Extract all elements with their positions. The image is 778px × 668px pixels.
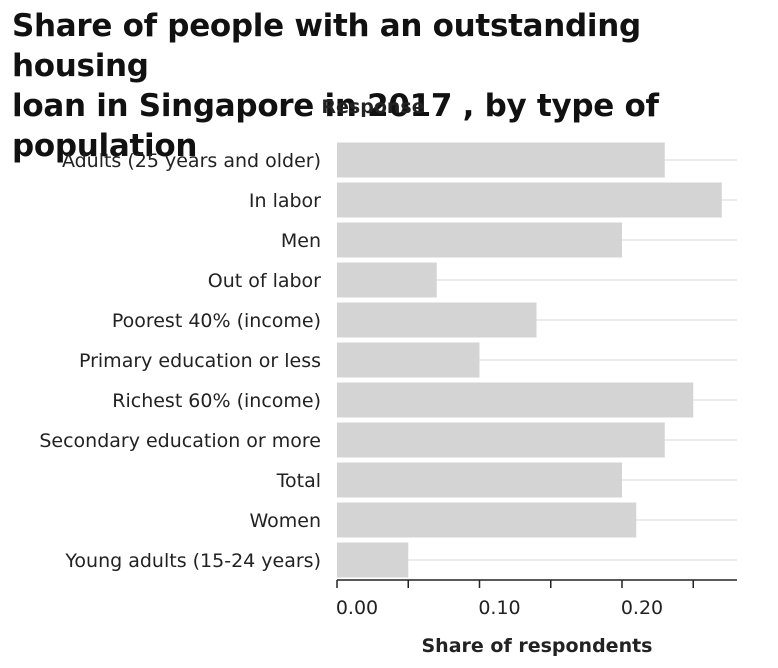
category-label: Total [276, 470, 321, 492]
category-label: Adults (25 years and older) [62, 150, 321, 172]
category-label: Secondary education or more [39, 430, 321, 452]
x-axis-ticks: 0.00 0.10 0.20 [336, 580, 694, 619]
bar-0 [337, 142, 665, 178]
x-tick-label: 0.00 [336, 597, 378, 619]
bar-10 [337, 542, 409, 578]
category-label: Primary education or less [79, 350, 321, 372]
bars [337, 142, 722, 578]
category-label: Women [249, 510, 321, 532]
chart-title-line-2: loan in Singapore in 2017 , by type of p… [12, 88, 659, 164]
category-label: Poorest 40% (income) [112, 310, 321, 332]
x-tick-label: 0.20 [621, 597, 663, 619]
category-label: Richest 60% (income) [112, 390, 321, 412]
x-axis-title: Share of respondents [422, 635, 653, 657]
category-labels: Adults (25 years and older) In labor Men Ou… [39, 150, 321, 572]
x-tick-label: 0.10 [478, 597, 520, 619]
chart-title: Share of people with an outstanding hous… [12, 6, 772, 166]
bar-4 [337, 302, 537, 338]
category-label: Out of labor [208, 270, 321, 292]
category-label: In labor [249, 190, 321, 212]
bar-5 [337, 342, 480, 378]
bar-1 [337, 182, 722, 218]
category-label: Young adults (15-24 years) [64, 550, 321, 572]
bar-7 [337, 422, 665, 458]
bar-3 [337, 262, 437, 298]
y-axis-title: Response [321, 96, 424, 118]
bar-2 [337, 222, 622, 258]
category-label: Men [281, 230, 321, 252]
bar-9 [337, 502, 637, 538]
bar-8 [337, 462, 622, 498]
bar-6 [337, 382, 694, 418]
chart-title-line-1: Share of people with an outstanding hous… [12, 8, 641, 84]
